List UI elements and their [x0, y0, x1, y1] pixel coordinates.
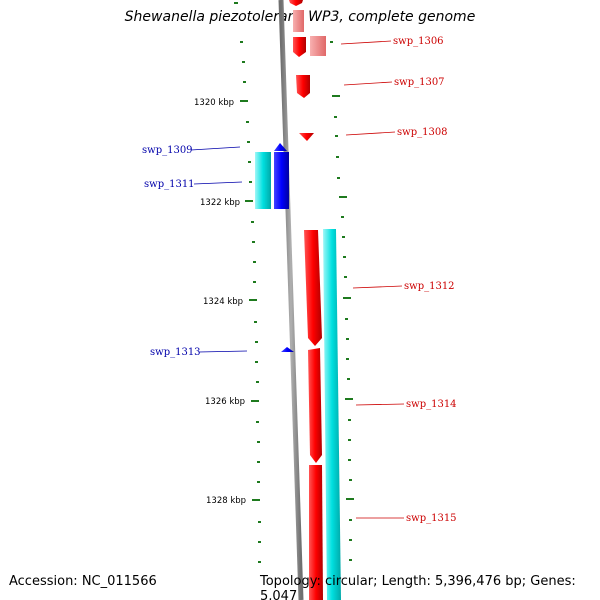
kbp-label-1324: 1324 kbp — [203, 297, 243, 307]
gene-label-swp-1315[interactable]: swp_1315 — [406, 513, 457, 524]
accession-text: Accession: NC_011566 — [9, 574, 157, 589]
feature-swp-1306[interactable] — [293, 36, 326, 57]
feature-swp-1312[interactable] — [304, 230, 322, 346]
inner-tick-marks — [234, 2, 261, 563]
gene-label-swp-1307[interactable]: swp_1307 — [394, 77, 445, 88]
kbp-label-1320: 1320 kbp — [194, 98, 234, 108]
gene-label-swp-1312[interactable]: swp_1312 — [404, 281, 455, 292]
gene-label-swp-1308[interactable]: swp_1308 — [397, 127, 448, 138]
gene-label-swp-1311[interactable]: swp_1311 — [144, 179, 195, 190]
gene-label-swp-1309[interactable]: swp_1309 — [142, 145, 193, 156]
feature-swp-1315[interactable] — [309, 465, 323, 600]
gene-label-swp-1306[interactable]: swp_1306 — [393, 36, 444, 47]
gene-label-swp-1314[interactable]: swp_1314 — [406, 399, 457, 410]
feature-top-partial[interactable] — [289, 0, 303, 6]
feature-swp-1309[interactable] — [274, 143, 289, 209]
gene-label-swp-1313[interactable]: swp_1313 — [150, 347, 201, 358]
genome-backbone — [278, 0, 304, 600]
kbp-label-1328: 1328 kbp — [206, 496, 246, 506]
feature-cyan-long[interactable] — [323, 229, 341, 600]
feature-pale-small[interactable] — [293, 10, 304, 32]
topology-text: Topology: circular; Length: 5,396,476 bp… — [260, 574, 576, 600]
kbp-label-1326: 1326 kbp — [205, 397, 245, 407]
feature-swp-1311[interactable] — [255, 152, 271, 209]
feature-swp-1313[interactable] — [281, 347, 294, 352]
leader-lines — [190, 40, 405, 519]
kbp-label-1322: 1322 kbp — [200, 198, 240, 208]
feature-swp-1307[interactable] — [296, 75, 310, 98]
feature-swp-1314[interactable] — [308, 348, 322, 463]
outer-tick-marks — [330, 41, 354, 561]
feature-swp-1308[interactable] — [299, 133, 314, 141]
